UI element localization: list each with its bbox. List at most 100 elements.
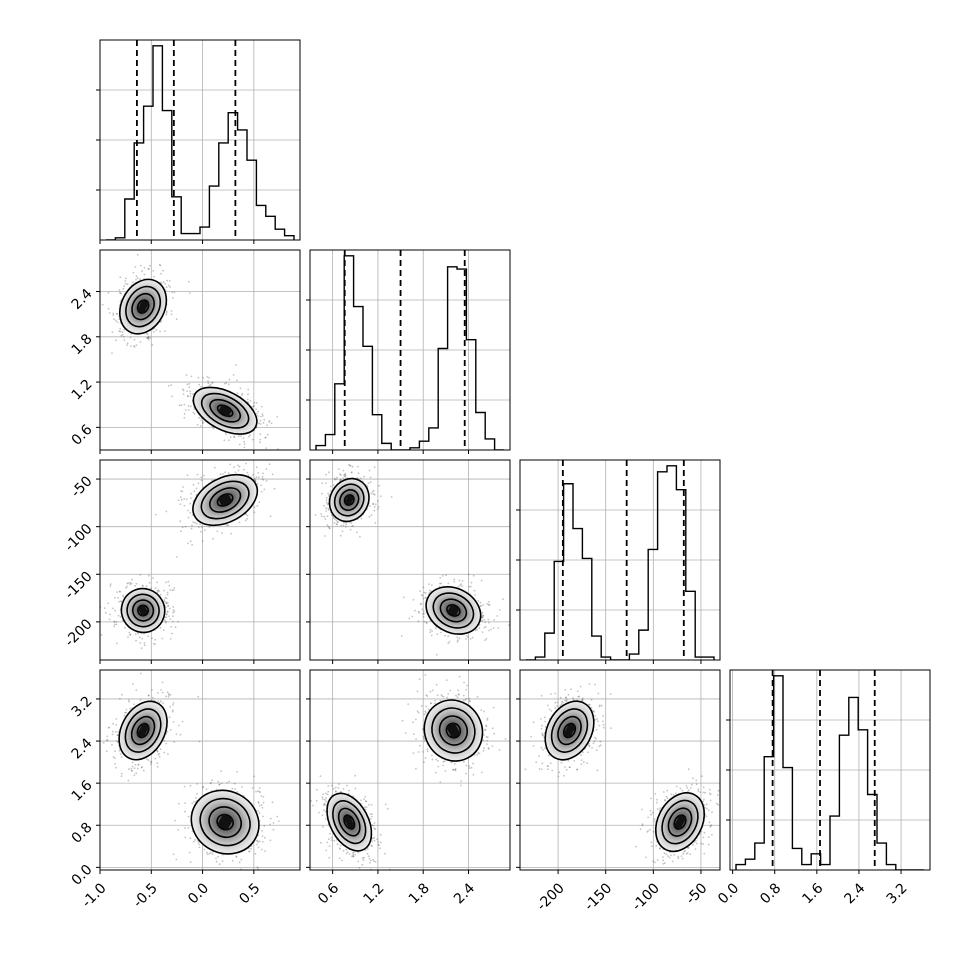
scatter-point bbox=[174, 626, 177, 629]
scatter-point bbox=[172, 609, 175, 612]
scatter-point bbox=[321, 798, 324, 800]
scatter-point bbox=[468, 697, 471, 700]
scatter-point bbox=[149, 337, 152, 339]
scatter-point bbox=[411, 615, 414, 618]
scatter-point bbox=[127, 582, 130, 584]
scatter-point bbox=[447, 693, 450, 695]
scatter-point bbox=[189, 405, 192, 408]
scatter-point bbox=[462, 694, 465, 697]
scatter-point bbox=[210, 782, 213, 784]
scatter-point bbox=[378, 484, 381, 487]
scatter-point bbox=[261, 478, 264, 480]
scatter-point bbox=[416, 690, 419, 693]
scatter-point bbox=[452, 768, 454, 771]
y-tick-label: 1.2 bbox=[69, 376, 96, 403]
scatter-point bbox=[123, 339, 126, 341]
scatter-point bbox=[458, 579, 461, 582]
scatter-point bbox=[115, 620, 118, 623]
scatter-point bbox=[193, 413, 196, 415]
scatter-point bbox=[186, 474, 189, 477]
scatter-point bbox=[148, 581, 151, 584]
scatter-point bbox=[327, 525, 330, 528]
scatter-point bbox=[150, 761, 152, 764]
scatter-point bbox=[189, 540, 192, 543]
scatter-point bbox=[472, 773, 475, 776]
scatter-point bbox=[480, 709, 483, 711]
scatter-point bbox=[116, 321, 119, 323]
scatter-point bbox=[175, 556, 178, 558]
scatter-point bbox=[257, 810, 260, 812]
scatter-point bbox=[260, 415, 262, 418]
scatter-point bbox=[485, 637, 488, 640]
scatter-point bbox=[235, 856, 238, 858]
scatter-point bbox=[269, 817, 272, 820]
scatter-point bbox=[441, 574, 444, 577]
scatter-point bbox=[112, 730, 114, 733]
scatter-point bbox=[172, 620, 174, 623]
scatter-point bbox=[428, 589, 431, 592]
scatter-point bbox=[258, 422, 260, 425]
scatter-point bbox=[202, 786, 205, 788]
scatter-point bbox=[320, 515, 323, 518]
panel-r3-c1: 0.6 1.2 1.8 2.4 bbox=[306, 669, 511, 907]
scatter-point bbox=[100, 634, 103, 636]
scatter-point bbox=[310, 800, 312, 802]
scatter-point bbox=[124, 282, 127, 285]
scatter-point bbox=[208, 384, 211, 387]
scatter-point bbox=[172, 853, 175, 856]
scatter-point bbox=[437, 760, 439, 762]
scatter-point bbox=[120, 756, 123, 758]
scatter-point bbox=[349, 528, 352, 531]
scatter-point bbox=[422, 612, 424, 615]
contour-line bbox=[423, 699, 484, 762]
scatter-point bbox=[373, 827, 376, 830]
scatter-point bbox=[262, 415, 264, 417]
scatter-point bbox=[465, 764, 468, 767]
scatter-point bbox=[230, 532, 233, 535]
scatter-point bbox=[133, 703, 135, 706]
contour-line bbox=[120, 587, 166, 634]
scatter-point bbox=[482, 734, 485, 736]
scatter-point bbox=[146, 758, 148, 761]
scatter-point bbox=[104, 611, 107, 614]
scatter-point bbox=[147, 337, 150, 339]
scatter-point bbox=[137, 764, 140, 766]
scatter-point bbox=[160, 689, 163, 691]
scatter-point bbox=[218, 783, 221, 786]
scatter-point bbox=[113, 623, 116, 626]
scatter-point bbox=[191, 543, 194, 546]
scatter-point bbox=[165, 613, 168, 616]
scatter-point bbox=[231, 859, 234, 862]
scatter-point bbox=[111, 733, 114, 736]
scatter-point bbox=[172, 606, 175, 608]
scatter-point bbox=[167, 605, 170, 607]
scatter-point bbox=[390, 496, 393, 498]
scatter-point bbox=[266, 433, 269, 436]
scatter-point bbox=[460, 780, 463, 782]
scatter-point bbox=[466, 635, 468, 637]
scatter-point bbox=[151, 637, 154, 640]
scatter-point bbox=[217, 780, 220, 783]
scatter-point bbox=[435, 683, 438, 686]
scatter-point bbox=[190, 375, 193, 378]
scatter-point bbox=[162, 629, 165, 631]
scatter-point bbox=[452, 768, 455, 771]
scatter-point bbox=[326, 524, 329, 527]
scatter-point bbox=[326, 503, 329, 506]
contour-line bbox=[199, 797, 251, 847]
scatter-point bbox=[431, 758, 434, 761]
scatter-point bbox=[245, 462, 248, 465]
scatter-point bbox=[258, 812, 261, 815]
scatter-point bbox=[465, 638, 467, 640]
scatter-point bbox=[162, 702, 164, 704]
scatter-point bbox=[171, 297, 174, 299]
scatter-point bbox=[492, 706, 495, 709]
scatter-point bbox=[369, 481, 372, 484]
histogram-step bbox=[315, 255, 504, 450]
contour-line bbox=[439, 598, 468, 623]
scatter-point bbox=[158, 590, 161, 593]
scatter-point bbox=[485, 735, 488, 738]
scatter-point bbox=[195, 487, 198, 490]
scatter-point bbox=[271, 473, 274, 476]
scatter-point bbox=[184, 525, 187, 528]
